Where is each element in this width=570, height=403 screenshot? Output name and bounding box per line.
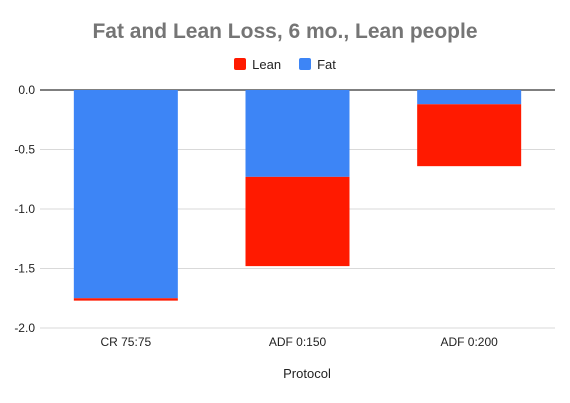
y-tick-label: -2.0: [14, 321, 35, 335]
legend-swatch-fat: [299, 58, 312, 70]
x-tick-label: ADF 0:200: [440, 335, 498, 349]
y-tick-label: 0.0: [18, 83, 35, 97]
bar-fat-1: [245, 90, 350, 177]
legend-entry-fat: Fat: [299, 57, 336, 72]
x-tick-label: ADF 0:150: [269, 335, 327, 349]
y-axis-ticks: 0.0 -0.5 -1.0 -1.5 -2.0: [14, 83, 35, 335]
x-tick-label: CR 75:75: [100, 335, 151, 349]
y-tick-label: -1.0: [14, 202, 35, 216]
y-tick-label: -0.5: [14, 143, 35, 157]
legend-swatch-lean: [234, 58, 247, 70]
bar-fat-0: [73, 90, 178, 299]
bar-lean-1: [245, 176, 350, 267]
x-axis-ticks: CR 75:75 ADF 0:150 ADF 0:200: [100, 335, 498, 349]
legend-label-fat: Fat: [317, 56, 336, 72]
bar-fat-2: [417, 90, 522, 105]
legend: Lean Fat: [0, 55, 570, 73]
legend-label-lean: Lean: [252, 56, 282, 72]
bar-lean-2: [417, 104, 522, 167]
bar-lean-0: [73, 298, 178, 301]
chart-title: Fat and Lean Loss, 6 mo., Lean people: [92, 20, 478, 43]
y-tick-label: -1.5: [14, 262, 35, 276]
bars: [73, 90, 522, 301]
x-axis-title: Protocol: [283, 366, 331, 381]
legend-entry-lean: Lean: [234, 57, 281, 72]
